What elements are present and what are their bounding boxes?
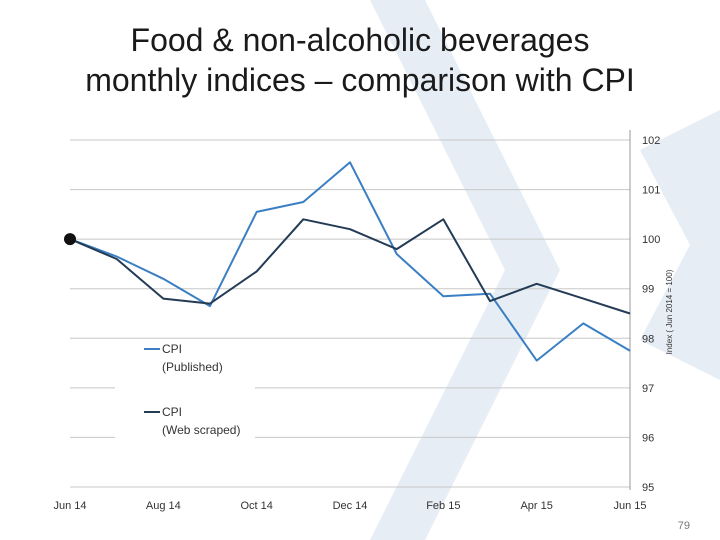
- grid-lines: [70, 139, 630, 488]
- x-tick-label-jun-14: Jun 14: [53, 500, 86, 512]
- y-tick-label-102: 102: [642, 135, 660, 147]
- slide-title: Food & non-alcoholic beverages monthly i…: [0, 20, 720, 100]
- x-tick-label-jun-15: Jun 15: [613, 500, 646, 512]
- y-tick-label-99: 99: [642, 284, 654, 296]
- x-tick-label-dec-14: Dec 14: [333, 500, 368, 512]
- x-tick-labels: Jun 14 Aug 14 Oct 14 Dec 14 Feb 15 Apr 15 Jun …: [53, 500, 646, 512]
- y-tick-labels: 95 96 97 98 99 100 101 102: [642, 135, 660, 494]
- start-point-marker: [64, 233, 76, 246]
- x-tick-label-aug-14: Aug 14: [146, 500, 181, 512]
- slide-title-line1: Food & non-alcoholic beverages: [130, 22, 590, 58]
- legend-label-published-line2: (Published): [162, 360, 223, 374]
- series-lines: [69, 161, 631, 362]
- x-tick-label-oct-14: Oct 14: [240, 500, 272, 512]
- legend-label-published-line1: CPI: [162, 342, 182, 356]
- legend-label-web-scraped-line1: CPI: [162, 405, 182, 419]
- y-tick-label-97: 97: [642, 383, 654, 395]
- series-line-web-scraped: [69, 218, 631, 315]
- x-tick-label-apr-15: Apr 15: [520, 500, 552, 512]
- legend: CPI (Published) CPI (Web scraped): [115, 340, 255, 440]
- page-number: 79: [677, 520, 690, 532]
- series-line-published: [69, 161, 631, 362]
- y-tick-label-100: 100: [642, 234, 660, 246]
- y-tick-label-101: 101: [642, 185, 660, 197]
- y-axis-label: Index ( Jun 2014 = 100): [665, 269, 674, 354]
- y-tick-label-95: 95: [642, 482, 654, 494]
- y-tick-label-96: 96: [642, 432, 654, 444]
- y-tick-label-98: 98: [642, 333, 654, 345]
- legend-label-web-scraped-line2: (Web scraped): [162, 423, 240, 437]
- slide-title-line2: monthly indices – comparison with CPI: [85, 62, 635, 98]
- x-tick-label-feb-15: Feb 15: [426, 500, 460, 512]
